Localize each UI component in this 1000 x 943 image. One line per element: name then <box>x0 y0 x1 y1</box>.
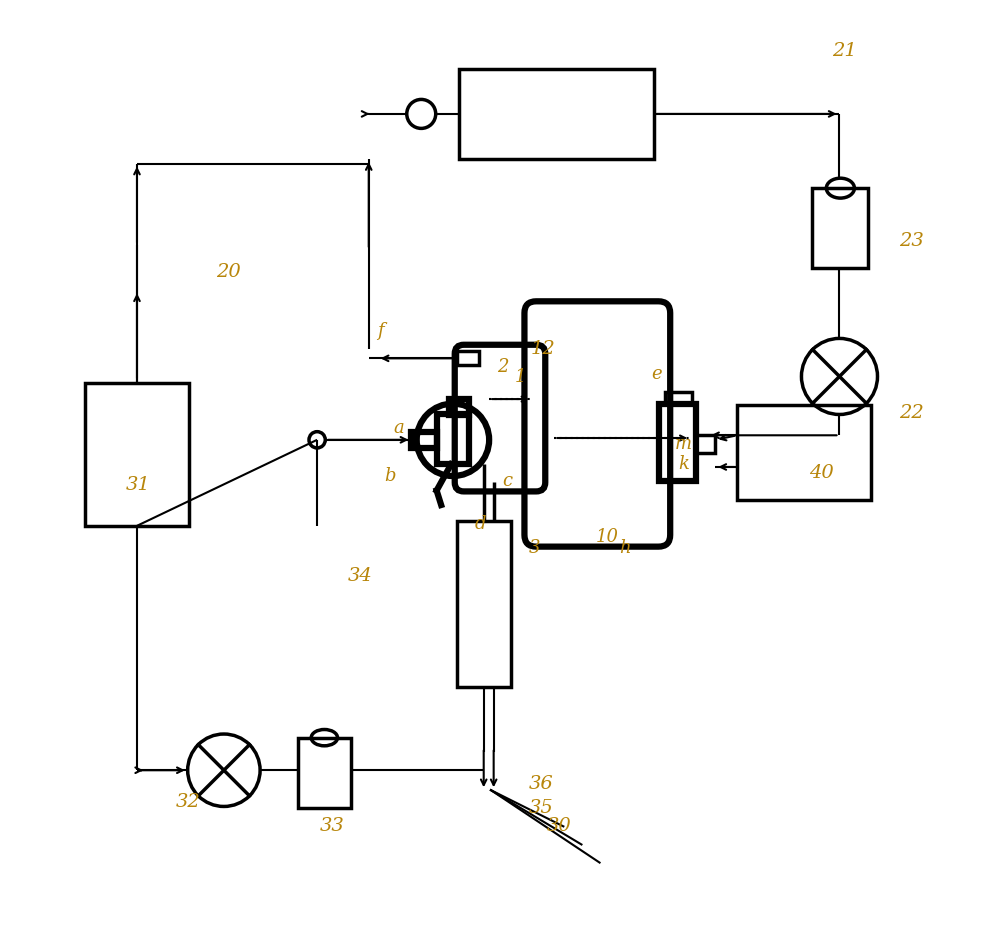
Bar <box>459 69 654 159</box>
Text: a: a <box>393 419 404 437</box>
Text: c: c <box>502 472 512 489</box>
Text: 33: 33 <box>320 818 345 835</box>
Text: 23: 23 <box>900 232 924 250</box>
Text: h: h <box>619 539 631 557</box>
Bar <box>665 392 692 404</box>
Text: 32: 32 <box>175 793 200 811</box>
Text: k: k <box>678 455 689 473</box>
Text: 34: 34 <box>347 567 372 585</box>
Text: 35: 35 <box>528 800 553 818</box>
Bar <box>659 404 696 481</box>
Text: 1: 1 <box>515 369 527 387</box>
Bar <box>449 399 469 415</box>
Bar <box>696 436 715 454</box>
Text: 31: 31 <box>126 476 150 494</box>
Text: b: b <box>384 467 395 485</box>
Text: d: d <box>474 515 486 533</box>
Text: 40: 40 <box>809 464 834 482</box>
Bar <box>737 405 871 501</box>
Text: 3: 3 <box>529 539 540 557</box>
Text: f: f <box>377 323 384 340</box>
Text: m: m <box>675 436 692 454</box>
Bar <box>411 432 437 448</box>
Text: 21: 21 <box>832 41 856 59</box>
Text: 12: 12 <box>531 340 556 358</box>
Text: 30: 30 <box>546 818 571 835</box>
Bar <box>85 383 189 526</box>
Text: 10: 10 <box>595 528 618 546</box>
Text: e: e <box>651 365 662 383</box>
Bar <box>298 737 351 808</box>
Text: 20: 20 <box>216 263 241 281</box>
Text: 36: 36 <box>528 775 553 793</box>
Bar <box>437 414 469 464</box>
Text: 2: 2 <box>497 358 508 376</box>
Bar <box>457 351 479 365</box>
Bar <box>812 189 868 268</box>
Bar <box>457 521 511 687</box>
Text: 22: 22 <box>900 404 924 422</box>
